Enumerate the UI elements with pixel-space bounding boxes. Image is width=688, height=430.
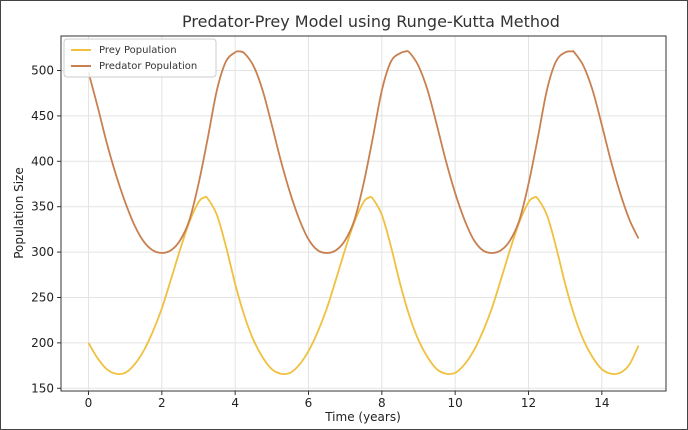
- y-tick-label: 300: [31, 245, 54, 259]
- y-tick-label: 450: [31, 109, 54, 123]
- y-tick-label: 150: [31, 381, 54, 395]
- x-tick-label: 0: [85, 396, 93, 410]
- x-tick-label: 6: [305, 396, 313, 410]
- legend-label-prey: Prey Population: [99, 45, 177, 56]
- y-axis-label: Population Size: [12, 167, 26, 259]
- legend-label-predator: Predator Population: [99, 61, 197, 72]
- y-tick-label: 500: [31, 64, 54, 78]
- x-axis-label: Time (years): [324, 410, 401, 424]
- grid-lines: [61, 36, 666, 391]
- predator-population-line: [87, 50, 640, 254]
- x-tick-label: 2: [158, 396, 166, 410]
- x-tick-label: 12: [521, 396, 536, 410]
- y-tick-label: 250: [31, 290, 54, 304]
- x-tick-label: 10: [448, 396, 463, 410]
- legend: Prey Population Predator Population: [63, 38, 217, 78]
- y-tick-label: 200: [31, 336, 54, 350]
- y-tick-label: 400: [31, 154, 54, 168]
- chart-title: Predator-Prey Model using Runge-Kutta Me…: [182, 12, 560, 31]
- x-tick-label: 14: [594, 396, 609, 410]
- prey-population-line: [87, 195, 640, 376]
- axis-ticks: 0 2 4 6 8 10 12 14 150 200 250 300 350 400 450 500: [31, 64, 609, 410]
- x-tick-label: 4: [231, 396, 239, 410]
- legend-box: [63, 38, 217, 78]
- y-tick-label: 350: [31, 200, 54, 214]
- plot-area-border: [60, 35, 667, 392]
- x-tick-label: 8: [378, 396, 386, 410]
- series-lines: [87, 50, 640, 376]
